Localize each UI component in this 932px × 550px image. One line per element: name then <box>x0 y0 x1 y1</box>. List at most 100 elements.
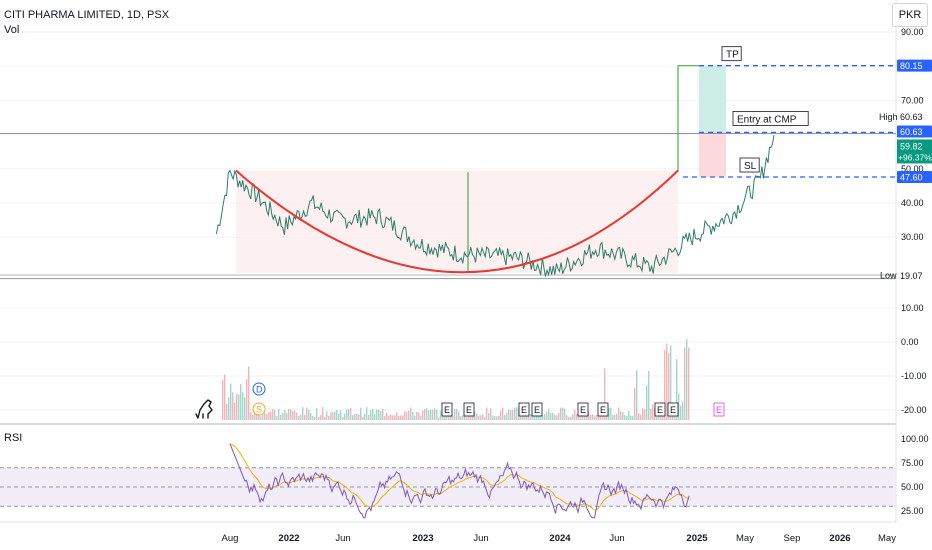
time-axis-tick: 2022 <box>278 533 299 544</box>
volume-bar <box>332 412 334 420</box>
volume-bar <box>292 411 294 420</box>
volume-bar <box>354 414 356 420</box>
tp-price-tag: 80.15 <box>900 61 923 71</box>
volume-bar <box>514 407 516 420</box>
volume-bar <box>484 416 486 420</box>
split-marker <box>252 402 266 416</box>
tp-price-tag-bg <box>897 59 932 72</box>
volume-bar <box>552 412 554 420</box>
volume-bar <box>270 411 272 420</box>
price-axis-tick: 50.00 <box>901 164 924 174</box>
volume-bar <box>226 403 228 420</box>
volume-bar <box>242 392 244 420</box>
volume-bar <box>238 394 240 420</box>
volume-bar <box>324 416 326 420</box>
volume-bar <box>374 414 376 420</box>
volume-bar <box>228 397 230 420</box>
volume-bar <box>632 415 634 420</box>
volume-bar <box>356 413 358 420</box>
volume-bar <box>426 408 428 420</box>
volume-bar <box>570 416 572 420</box>
volume-bar <box>234 402 236 420</box>
volume-bar <box>644 409 646 420</box>
volume-bar <box>424 409 426 420</box>
volume-bar <box>676 359 678 420</box>
volume-bar <box>264 412 266 420</box>
volume-bar <box>528 415 530 420</box>
volume-bar <box>350 408 352 420</box>
volume-bar <box>496 416 498 420</box>
volume-bar <box>248 366 250 420</box>
volume-bar <box>378 409 380 420</box>
volume-bar <box>418 412 420 420</box>
volume-bar <box>626 416 628 420</box>
volume-bar <box>348 409 350 420</box>
volume-bar <box>434 408 436 420</box>
volume-bar <box>460 416 462 420</box>
volume-bar <box>530 414 532 420</box>
volume-bar <box>408 410 410 420</box>
volume-bar <box>462 415 464 420</box>
volume-bar <box>438 416 440 420</box>
volume-bar <box>466 416 468 420</box>
volume-bar <box>588 411 590 420</box>
volume-bar <box>328 415 330 420</box>
volume-bar <box>300 414 302 420</box>
price-series <box>215 135 775 277</box>
volume-bar <box>648 370 650 420</box>
low-label: Low <box>880 271 897 281</box>
volume-bar <box>390 414 392 420</box>
volume-bar <box>554 414 556 420</box>
earnings-marker <box>654 402 666 417</box>
volume-bar <box>556 415 558 420</box>
volume-bar <box>308 409 310 420</box>
sl-label: SL <box>744 161 757 172</box>
volume-bar <box>500 410 502 420</box>
currency-button[interactable]: PKR <box>892 3 928 27</box>
volume-bar <box>668 352 670 420</box>
volume-bar <box>376 409 378 420</box>
price-axis-tick: 90.00 <box>901 27 924 37</box>
volume-bar <box>254 410 256 420</box>
volume-bar <box>440 410 442 420</box>
earnings-marker <box>597 402 609 417</box>
volume-axis-tick: -10.00 <box>901 371 927 381</box>
time-axis-tick: Jun <box>473 533 488 544</box>
volume-label: Vol <box>4 24 20 36</box>
volume-bar <box>498 415 500 420</box>
volume-bar <box>612 414 614 420</box>
volume-bar <box>260 416 262 420</box>
split-marker-label: S <box>256 405 262 415</box>
volume-bar <box>400 415 402 420</box>
volume-bar <box>688 347 690 420</box>
volume-bar <box>444 416 446 420</box>
volume-bar <box>290 409 292 420</box>
volume-bar <box>362 416 364 420</box>
volume-bar <box>312 416 314 420</box>
symbol-title[interactable]: CITI PHARMA LIMITED, 1D, PSX <box>4 9 170 21</box>
volume-bar <box>620 411 622 420</box>
volume-bar <box>386 412 388 420</box>
earnings-marker-label: E <box>534 405 540 415</box>
time-axis-tick: Jun <box>335 533 350 544</box>
rsi-label: RSI <box>4 432 23 444</box>
volume-bar <box>364 413 366 420</box>
time-axis-tick: Sep <box>784 533 801 544</box>
volume-bar <box>334 411 336 420</box>
dividend-marker-label: D <box>256 385 263 395</box>
volume-bar <box>512 409 514 420</box>
volume-bar <box>286 412 288 420</box>
volume-bar <box>320 415 322 420</box>
volume-bar <box>594 415 596 420</box>
volume-axis-tick: 0.00 <box>901 337 919 347</box>
volume-bar <box>262 414 264 420</box>
volume-bar <box>562 407 564 420</box>
volume-bar <box>616 413 618 420</box>
low-price-tag: 19.07 <box>900 271 923 281</box>
volume-bar <box>388 415 390 420</box>
volume-bar <box>480 415 482 420</box>
volume-bar <box>544 414 546 420</box>
volume-bar <box>600 415 602 420</box>
volume-bar <box>336 410 338 420</box>
volume-bar <box>542 415 544 420</box>
